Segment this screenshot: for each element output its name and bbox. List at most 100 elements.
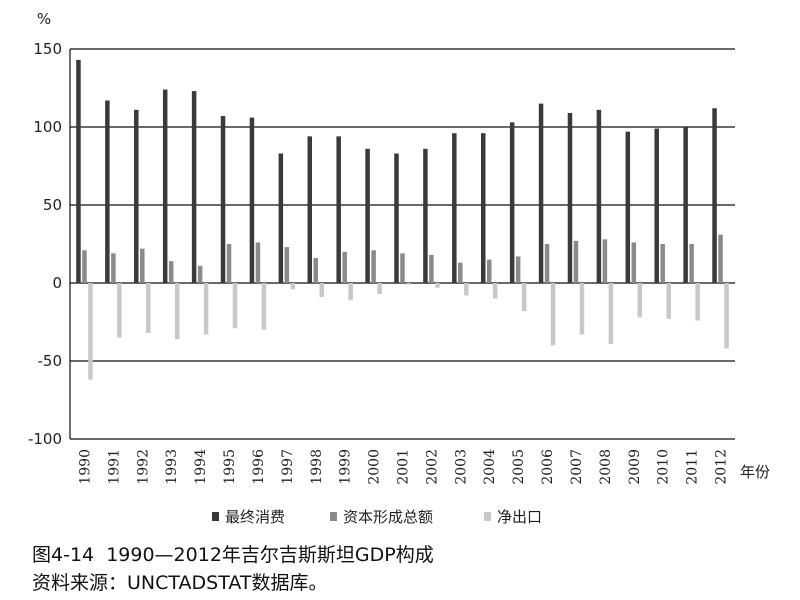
x-tick-label: 1992 bbox=[135, 449, 151, 485]
bar-1991-series-1 bbox=[111, 253, 116, 283]
bar-1995-series-0 bbox=[220, 116, 226, 283]
bar-2007-series-0 bbox=[567, 112, 573, 284]
bar-1993-series-2 bbox=[174, 283, 180, 340]
axes-layer: 150 100 50 0 -50 -100 1990 1991 1992 1993 1994 1995… bbox=[28, 40, 735, 485]
x-tick-label: 2009 bbox=[627, 449, 643, 485]
x-tick-label: 2004 bbox=[482, 449, 498, 485]
bar-1995-series-2 bbox=[232, 283, 238, 329]
x-tick-label: 2006 bbox=[540, 449, 556, 485]
bar-1992-series-2 bbox=[146, 283, 151, 333]
bar-1999-series-1 bbox=[342, 251, 347, 283]
bar-2003-series-1 bbox=[458, 262, 463, 283]
bar-2003-series-2 bbox=[464, 283, 469, 296]
x-tick-label: 1995 bbox=[222, 449, 238, 485]
bar-2005-series-1 bbox=[515, 256, 521, 283]
bar-2011-series-2 bbox=[695, 283, 700, 321]
bar-2000-series-1 bbox=[371, 250, 376, 283]
bar-2010-series-1 bbox=[660, 244, 665, 283]
bar-1996-series-0 bbox=[249, 117, 255, 283]
x-axis-unit-label: 年份 bbox=[740, 463, 770, 481]
bar-2011-series-0 bbox=[683, 127, 688, 283]
bar-2002-series-1 bbox=[429, 254, 434, 283]
y-tick-label: -50 bbox=[38, 352, 63, 370]
bar-2007-series-2 bbox=[579, 283, 585, 335]
bar-2005-series-2 bbox=[521, 283, 527, 312]
x-tick-label: 2010 bbox=[656, 449, 672, 485]
bar-1994-series-0 bbox=[191, 91, 197, 284]
bar-1997-series-1 bbox=[284, 247, 290, 283]
bar-2006-series-0 bbox=[538, 103, 544, 283]
x-tick-label: 2002 bbox=[424, 449, 440, 485]
x-tick-label: 2011 bbox=[685, 449, 701, 485]
y-axis-unit-label: % bbox=[37, 10, 51, 28]
x-tick-label: 1993 bbox=[164, 449, 180, 485]
bar-1999-series-0 bbox=[336, 136, 341, 283]
bar-1998-series-0 bbox=[307, 136, 313, 283]
bar-1990-series-2 bbox=[88, 283, 93, 380]
x-tick-label: 2000 bbox=[367, 449, 383, 485]
legend-swatch bbox=[330, 512, 337, 521]
bar-1992-series-1 bbox=[140, 248, 145, 283]
bar-2004-series-2 bbox=[492, 283, 498, 299]
bar-2000-series-2 bbox=[377, 283, 382, 294]
x-tick-label: 2008 bbox=[598, 449, 614, 485]
legend-label: 最终消费 bbox=[225, 508, 285, 526]
bar-2008-series-2 bbox=[608, 283, 614, 344]
bar-2004-series-1 bbox=[486, 259, 492, 283]
bar-1993-series-0 bbox=[162, 89, 168, 283]
bar-2010-series-0 bbox=[654, 128, 659, 283]
bar-2002-series-0 bbox=[423, 148, 428, 283]
bar-1999-series-2 bbox=[348, 283, 353, 301]
bars-layer bbox=[76, 59, 729, 380]
x-tick-label: 2005 bbox=[511, 449, 527, 485]
legend: 最终消费 资本形成总额 净出口 bbox=[212, 508, 542, 526]
bar-2004-series-0 bbox=[480, 133, 486, 283]
x-tick-label: 1996 bbox=[251, 449, 267, 485]
bar-2006-series-2 bbox=[550, 283, 556, 346]
bar-2001-series-0 bbox=[394, 153, 399, 283]
bar-1994-series-2 bbox=[203, 283, 209, 335]
bar-2002-series-2 bbox=[435, 283, 440, 288]
bar-2001-series-1 bbox=[400, 253, 405, 283]
bar-1995-series-1 bbox=[226, 244, 232, 283]
bar-2006-series-1 bbox=[544, 244, 550, 283]
x-tick-label: 1990 bbox=[77, 449, 93, 485]
bar-2012-series-1 bbox=[718, 234, 723, 283]
bar-2011-series-1 bbox=[689, 244, 694, 283]
x-tick-label: 1991 bbox=[106, 449, 122, 485]
legend-swatch bbox=[484, 512, 491, 521]
bar-2010-series-2 bbox=[666, 283, 671, 319]
legend-label: 净出口 bbox=[497, 508, 542, 526]
y-tick-label: -100 bbox=[28, 430, 62, 448]
x-tick-label: 2007 bbox=[569, 449, 585, 485]
bar-1992-series-0 bbox=[134, 109, 139, 283]
legend-swatch bbox=[212, 512, 219, 521]
bar-2003-series-0 bbox=[452, 133, 457, 283]
bar-2001-series-2 bbox=[406, 283, 411, 285]
bar-1991-series-2 bbox=[117, 283, 122, 338]
bar-2008-series-1 bbox=[602, 239, 608, 283]
grid-layer bbox=[70, 48, 735, 362]
y-tick-label: 0 bbox=[52, 274, 62, 292]
bar-2008-series-0 bbox=[596, 109, 602, 283]
y-tick-label: 150 bbox=[33, 40, 62, 58]
bar-1998-series-1 bbox=[313, 258, 319, 283]
x-tick-label: 1997 bbox=[280, 449, 296, 485]
bar-1997-series-0 bbox=[278, 153, 284, 283]
bar-1994-series-1 bbox=[197, 265, 203, 283]
bar-2009-series-2 bbox=[637, 283, 643, 318]
x-tick-label: 1999 bbox=[338, 449, 354, 485]
x-tick-label: 1998 bbox=[309, 449, 325, 485]
bar-2012-series-0 bbox=[712, 108, 717, 283]
bar-1990-series-1 bbox=[82, 250, 87, 283]
bar-1998-series-2 bbox=[319, 283, 325, 298]
x-tick-label: 2012 bbox=[714, 449, 730, 485]
bar-2005-series-0 bbox=[509, 122, 515, 283]
x-tick-label: 2001 bbox=[396, 449, 412, 485]
bar-2000-series-0 bbox=[365, 148, 370, 283]
bar-1996-series-2 bbox=[261, 283, 267, 330]
x-tick-label: 2003 bbox=[453, 449, 469, 485]
bar-1993-series-1 bbox=[168, 261, 174, 283]
bar-2007-series-1 bbox=[573, 240, 579, 283]
